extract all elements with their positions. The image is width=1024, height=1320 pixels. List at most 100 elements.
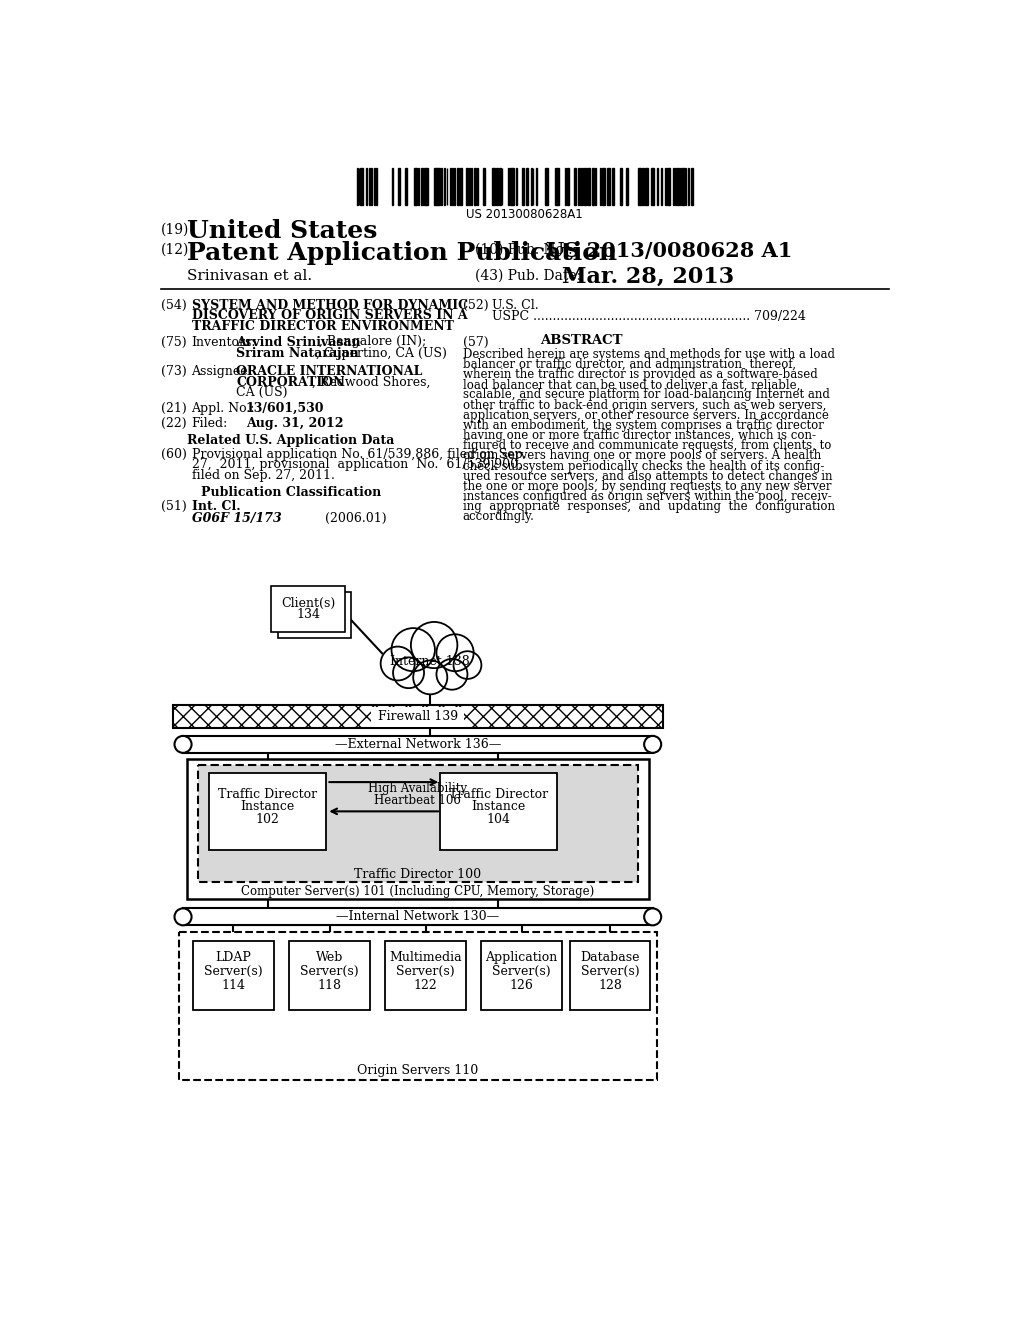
Bar — [578, 168, 579, 205]
Bar — [469, 168, 470, 205]
Text: (54): (54) — [161, 298, 186, 312]
Text: Int. Cl.: Int. Cl. — [191, 500, 241, 513]
Bar — [441, 168, 442, 205]
Bar — [483, 168, 485, 205]
Text: (57): (57) — [463, 335, 488, 348]
Text: Described herein are systems and methods for use with a load: Described herein are systems and methods… — [463, 348, 835, 360]
Text: 102: 102 — [256, 813, 280, 825]
Text: scalable, and secure platform for load-balancing Internet and: scalable, and secure platform for load-b… — [463, 388, 829, 401]
Bar — [438, 168, 440, 205]
Text: Internet 138: Internet 138 — [390, 655, 470, 668]
Text: load balancer that can be used to deliver a fast, reliable,: load balancer that can be used to delive… — [463, 379, 800, 391]
Text: Multimedia: Multimedia — [389, 952, 462, 964]
Bar — [374, 168, 375, 205]
Ellipse shape — [174, 737, 191, 752]
Bar — [198, 766, 638, 882]
Text: (19): (19) — [161, 222, 188, 236]
Bar — [434, 168, 435, 205]
Bar — [620, 168, 622, 205]
Bar — [392, 168, 393, 205]
Bar — [657, 168, 658, 205]
Text: Web: Web — [315, 952, 343, 964]
Bar — [421, 168, 423, 205]
Bar — [582, 168, 583, 205]
Text: (21): (21) — [161, 401, 186, 414]
Bar — [592, 168, 594, 205]
Text: 104: 104 — [486, 813, 510, 825]
Ellipse shape — [644, 908, 662, 925]
Text: (60): (60) — [161, 447, 186, 461]
Bar — [460, 168, 462, 205]
Text: Computer Server(s) 101 (Including CPU, Memory, Storage): Computer Server(s) 101 (Including CPU, M… — [242, 884, 595, 898]
Text: DISCOVERY OF ORIGIN SERVERS IN A: DISCOVERY OF ORIGIN SERVERS IN A — [191, 309, 467, 322]
Circle shape — [454, 651, 481, 678]
Text: with an embodiment, the system comprises a traffic director: with an embodiment, the system comprises… — [463, 418, 823, 432]
Text: Heartbeat 106: Heartbeat 106 — [375, 795, 461, 807]
Bar — [372, 706, 464, 726]
Text: LDAP: LDAP — [215, 952, 251, 964]
Text: Aug. 31, 2012: Aug. 31, 2012 — [246, 417, 343, 430]
Text: (75): (75) — [161, 335, 186, 348]
Text: —External Network 136—: —External Network 136— — [335, 738, 501, 751]
Text: 134: 134 — [296, 609, 321, 620]
Text: having one or more traffic director instances, which is con-: having one or more traffic director inst… — [463, 429, 816, 442]
Text: (10) Pub. No.:: (10) Pub. No.: — [475, 243, 572, 257]
Text: Client(s): Client(s) — [281, 597, 335, 610]
Bar — [640, 168, 641, 205]
Bar — [385, 941, 466, 1010]
Bar — [555, 168, 558, 205]
Text: U.S. Cl.: U.S. Cl. — [493, 298, 539, 312]
Bar — [607, 168, 610, 205]
Text: SYSTEM AND METHOD FOR DYNAMIC: SYSTEM AND METHOD FOR DYNAMIC — [191, 298, 468, 312]
Text: Server(s): Server(s) — [581, 965, 639, 978]
Bar — [530, 168, 531, 205]
Bar — [457, 168, 459, 205]
Text: Arvind Srinivasan: Arvind Srinivasan — [237, 335, 361, 348]
Bar — [179, 932, 656, 1080]
Text: Assignee:: Assignee: — [191, 364, 252, 378]
Text: check subsystem periodically checks the health of its config-: check subsystem periodically checks the … — [463, 459, 824, 473]
Text: G06F 15/173: G06F 15/173 — [191, 512, 282, 525]
Bar — [271, 586, 345, 632]
Bar — [173, 705, 663, 729]
Text: Inventors:: Inventors: — [191, 335, 256, 348]
Bar — [510, 168, 512, 205]
Bar — [522, 168, 523, 205]
Bar — [642, 168, 644, 205]
Bar — [526, 168, 528, 205]
Bar — [466, 168, 468, 205]
Text: (52): (52) — [463, 298, 488, 312]
Bar — [602, 168, 605, 205]
Bar — [573, 168, 575, 205]
Text: figured to receive and communicate requests, from clients, to: figured to receive and communicate reque… — [463, 440, 831, 453]
Bar — [398, 168, 399, 205]
Circle shape — [414, 660, 447, 694]
Text: , Bangalore (IN);: , Bangalore (IN); — [319, 335, 427, 348]
Bar — [688, 168, 689, 205]
Bar — [474, 168, 476, 205]
Text: instances configured as origin servers within the pool, receiv-: instances configured as origin servers w… — [463, 490, 831, 503]
Text: Application: Application — [485, 952, 558, 964]
Text: Traffic Director: Traffic Director — [449, 788, 548, 801]
Bar — [187, 759, 649, 899]
Text: other traffic to back-end origin servers, such as web servers,: other traffic to back-end origin servers… — [463, 399, 826, 412]
Text: Server(s): Server(s) — [396, 965, 455, 978]
Bar — [454, 168, 455, 205]
Bar — [580, 168, 581, 205]
Bar — [667, 168, 669, 205]
Bar — [516, 168, 517, 205]
Text: Database: Database — [581, 952, 640, 964]
Circle shape — [381, 647, 415, 681]
Circle shape — [436, 635, 474, 671]
Text: ORACLE INTERNATIONAL: ORACLE INTERNATIONAL — [237, 364, 423, 378]
Text: Server(s): Server(s) — [493, 965, 551, 978]
Text: 118: 118 — [317, 979, 341, 991]
Text: High Availability: High Availability — [369, 781, 467, 795]
Bar — [366, 168, 368, 205]
Text: 122: 122 — [414, 979, 437, 991]
Circle shape — [436, 659, 467, 689]
Bar — [678, 168, 679, 205]
Bar — [183, 737, 652, 752]
Bar — [638, 168, 640, 205]
Text: USPC ........................................................ 709/224: USPC ...................................… — [493, 310, 806, 323]
